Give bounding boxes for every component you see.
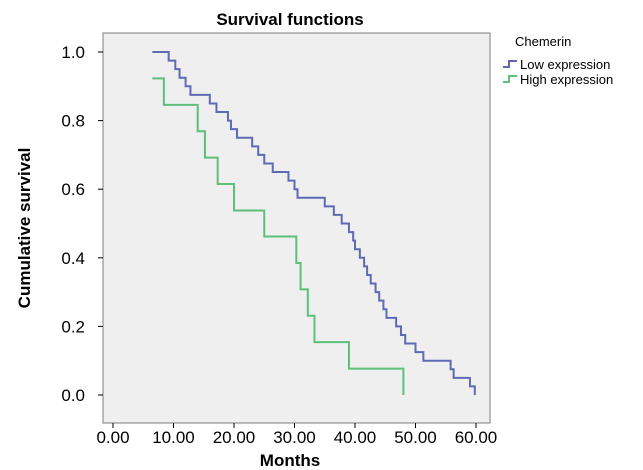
x-tick-label: 10.00 [152,428,195,447]
x-tick-label: 50.00 [394,428,437,447]
y-tick-labels: 0.0 0.2 0.4 0.6 0.8 1.0 [61,43,85,405]
y-tick-label: 0.4 [61,249,85,268]
y-tick-label: 0.6 [61,180,85,199]
x-tick-label: 20.00 [213,428,256,447]
y-tick-label: 0.0 [61,386,85,405]
series-layer [152,51,476,395]
legend-label: Low expression [520,57,610,72]
axes [98,51,477,428]
x-tick-labels: 0.00 10.00 20.00 30.00 40.00 50.00 60.00 [96,428,497,447]
legend-item: High expression [503,72,613,87]
legend-item: Low expression [503,57,610,72]
legend-swatch [503,60,517,68]
y-tick-label: 1.0 [61,43,85,62]
legend-swatch [503,75,517,83]
x-tick-label: 0.00 [96,428,129,447]
x-tick-label: 60.00 [455,428,498,447]
chart-title: Survival functions [216,10,363,29]
y-axis-title: Cumulative survival [15,148,34,309]
x-tick-label: 30.00 [273,428,316,447]
legend-title: Chemerin [515,34,571,49]
y-tick-label: 0.8 [61,112,85,131]
x-tick-label: 40.00 [334,428,377,447]
legend-label: High expression [520,72,613,87]
x-axis-title: Months [260,451,320,470]
series-line-low-expression [152,51,476,395]
y-tick-label: 0.2 [61,317,85,336]
series-line-high-expression [152,77,405,395]
plot-area [102,32,491,424]
